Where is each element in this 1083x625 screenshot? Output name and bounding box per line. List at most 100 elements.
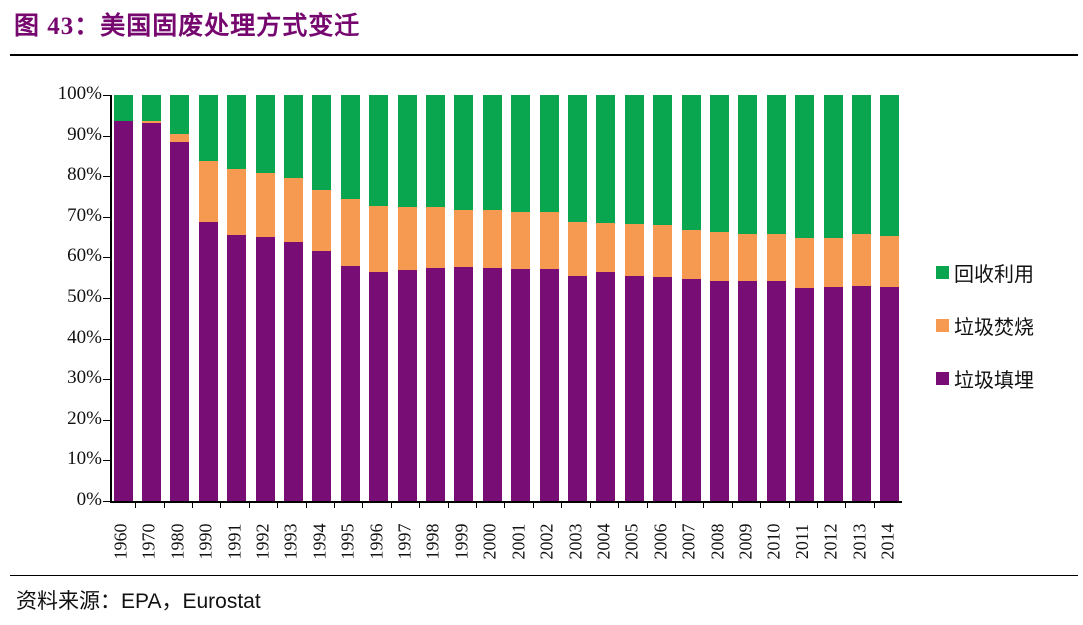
x-axis-label-1980: 1980 [167,510,189,572]
bar-2005 [624,95,644,501]
bar-1999 [454,95,474,501]
segment-2007 [681,230,701,280]
x-axis-label-text: 1997 [394,523,415,559]
segment-2014 [880,287,900,501]
y-axis-tick [103,501,110,502]
segment-1991 [227,235,247,501]
y-axis-label-10: 10% [67,448,102,470]
x-axis-label-text: 2010 [763,523,784,559]
y-axis-tick [103,95,110,96]
segment-1996 [369,272,389,501]
segment-1992 [255,172,275,238]
x-axis-label-2013: 2013 [849,510,871,572]
segment-2010 [766,280,786,501]
segment-2006 [653,225,673,277]
x-axis-label-1990: 1990 [195,510,217,572]
segment-2002 [539,211,559,270]
bar-1980 [170,95,190,501]
y-axis-label-30: 30% [67,367,102,389]
segment-2004 [596,271,616,501]
segment-1995 [340,95,360,200]
x-axis-label-text: 1996 [366,523,387,559]
chart-legend: 回收利用 垃圾焚烧 垃圾填埋 [936,258,1034,417]
segment-2004 [596,222,616,272]
segment-1994 [312,95,332,191]
x-axis-tick [334,503,336,508]
figure-number: 图 43： [14,13,101,40]
segment-2005 [624,276,644,501]
bar-1998 [425,95,445,501]
bar-1970 [141,95,161,501]
x-axis-label-text: 1994 [309,523,330,559]
x-axis-label-text: 2008 [707,523,728,559]
y-axis-tick [103,338,110,340]
segment-2000 [482,267,502,501]
x-axis-tick [788,503,790,508]
bar-2004 [596,95,616,501]
legend-entry-3: 垃圾填埋 [936,364,1034,393]
x-axis-label-text: 2001 [508,523,529,559]
x-axis-tick [220,503,222,508]
segment-2001 [511,211,531,270]
title-divider [10,54,1078,56]
x-axis-label-1994: 1994 [309,510,331,572]
segment-2013 [852,95,872,234]
legend-label-recycling: 回收利用 [954,264,1034,286]
x-axis-label-2004: 2004 [593,510,615,572]
x-axis-label-text: 1992 [252,523,273,559]
x-axis-label-text: 2004 [593,523,614,559]
x-axis-tick [703,503,705,508]
bar-1960 [113,95,133,501]
x-axis-tick [447,503,449,508]
x-axis-tick [135,503,137,508]
x-axis-tick [476,503,478,508]
segment-1993 [283,95,303,179]
x-axis-label-text: 2005 [621,523,642,559]
y-axis-tick [103,135,110,137]
x-axis-label-1991: 1991 [224,510,246,572]
segment-1994 [312,190,332,252]
x-axis-label-text: 2013 [849,523,870,559]
segment-1960 [113,95,133,121]
segment-2011 [795,238,815,289]
x-axis-tick [816,503,818,508]
segment-2006 [653,95,673,226]
x-axis-label-text: 1970 [138,523,159,559]
y-axis-label-100: 100% [57,83,102,104]
segment-2012 [823,237,843,287]
segment-2009 [738,95,758,235]
bar-2009 [738,95,758,501]
x-axis-tick [618,503,620,508]
segment-2010 [766,95,786,235]
segment-1970 [141,120,161,124]
segment-1993 [283,178,303,242]
x-axis-tick [646,503,648,508]
x-axis-label-text: 1999 [451,523,472,559]
y-axis-label-60: 60% [67,245,102,267]
x-axis-label-text: 1990 [195,523,216,559]
y-axis-label-70: 70% [67,204,102,226]
segment-1993 [283,241,303,501]
y-axis-label-0: 0% [76,489,102,510]
x-axis-label-text: 2012 [820,523,841,559]
segment-2009 [738,281,758,501]
x-axis-tick [362,503,364,508]
segment-1991 [227,168,247,236]
legend-swatch-landfill [936,372,949,385]
segment-2008 [710,231,730,281]
x-axis-tick [192,503,194,508]
segment-2007 [681,95,701,231]
x-axis-tick [504,503,506,508]
segment-1997 [397,207,417,270]
segment-2014 [880,235,900,288]
segment-2003 [568,222,587,277]
segment-1990 [198,161,218,222]
x-axis-label-1992: 1992 [252,510,274,572]
x-axis-tick [277,503,279,508]
x-axis-label-text: 1960 [110,523,131,559]
x-axis-label-2010: 2010 [763,510,785,572]
y-axis-label-80: 80% [67,164,102,186]
segment-2010 [766,234,786,281]
segment-1998 [425,267,445,501]
x-axis-label-1999: 1999 [451,510,473,572]
